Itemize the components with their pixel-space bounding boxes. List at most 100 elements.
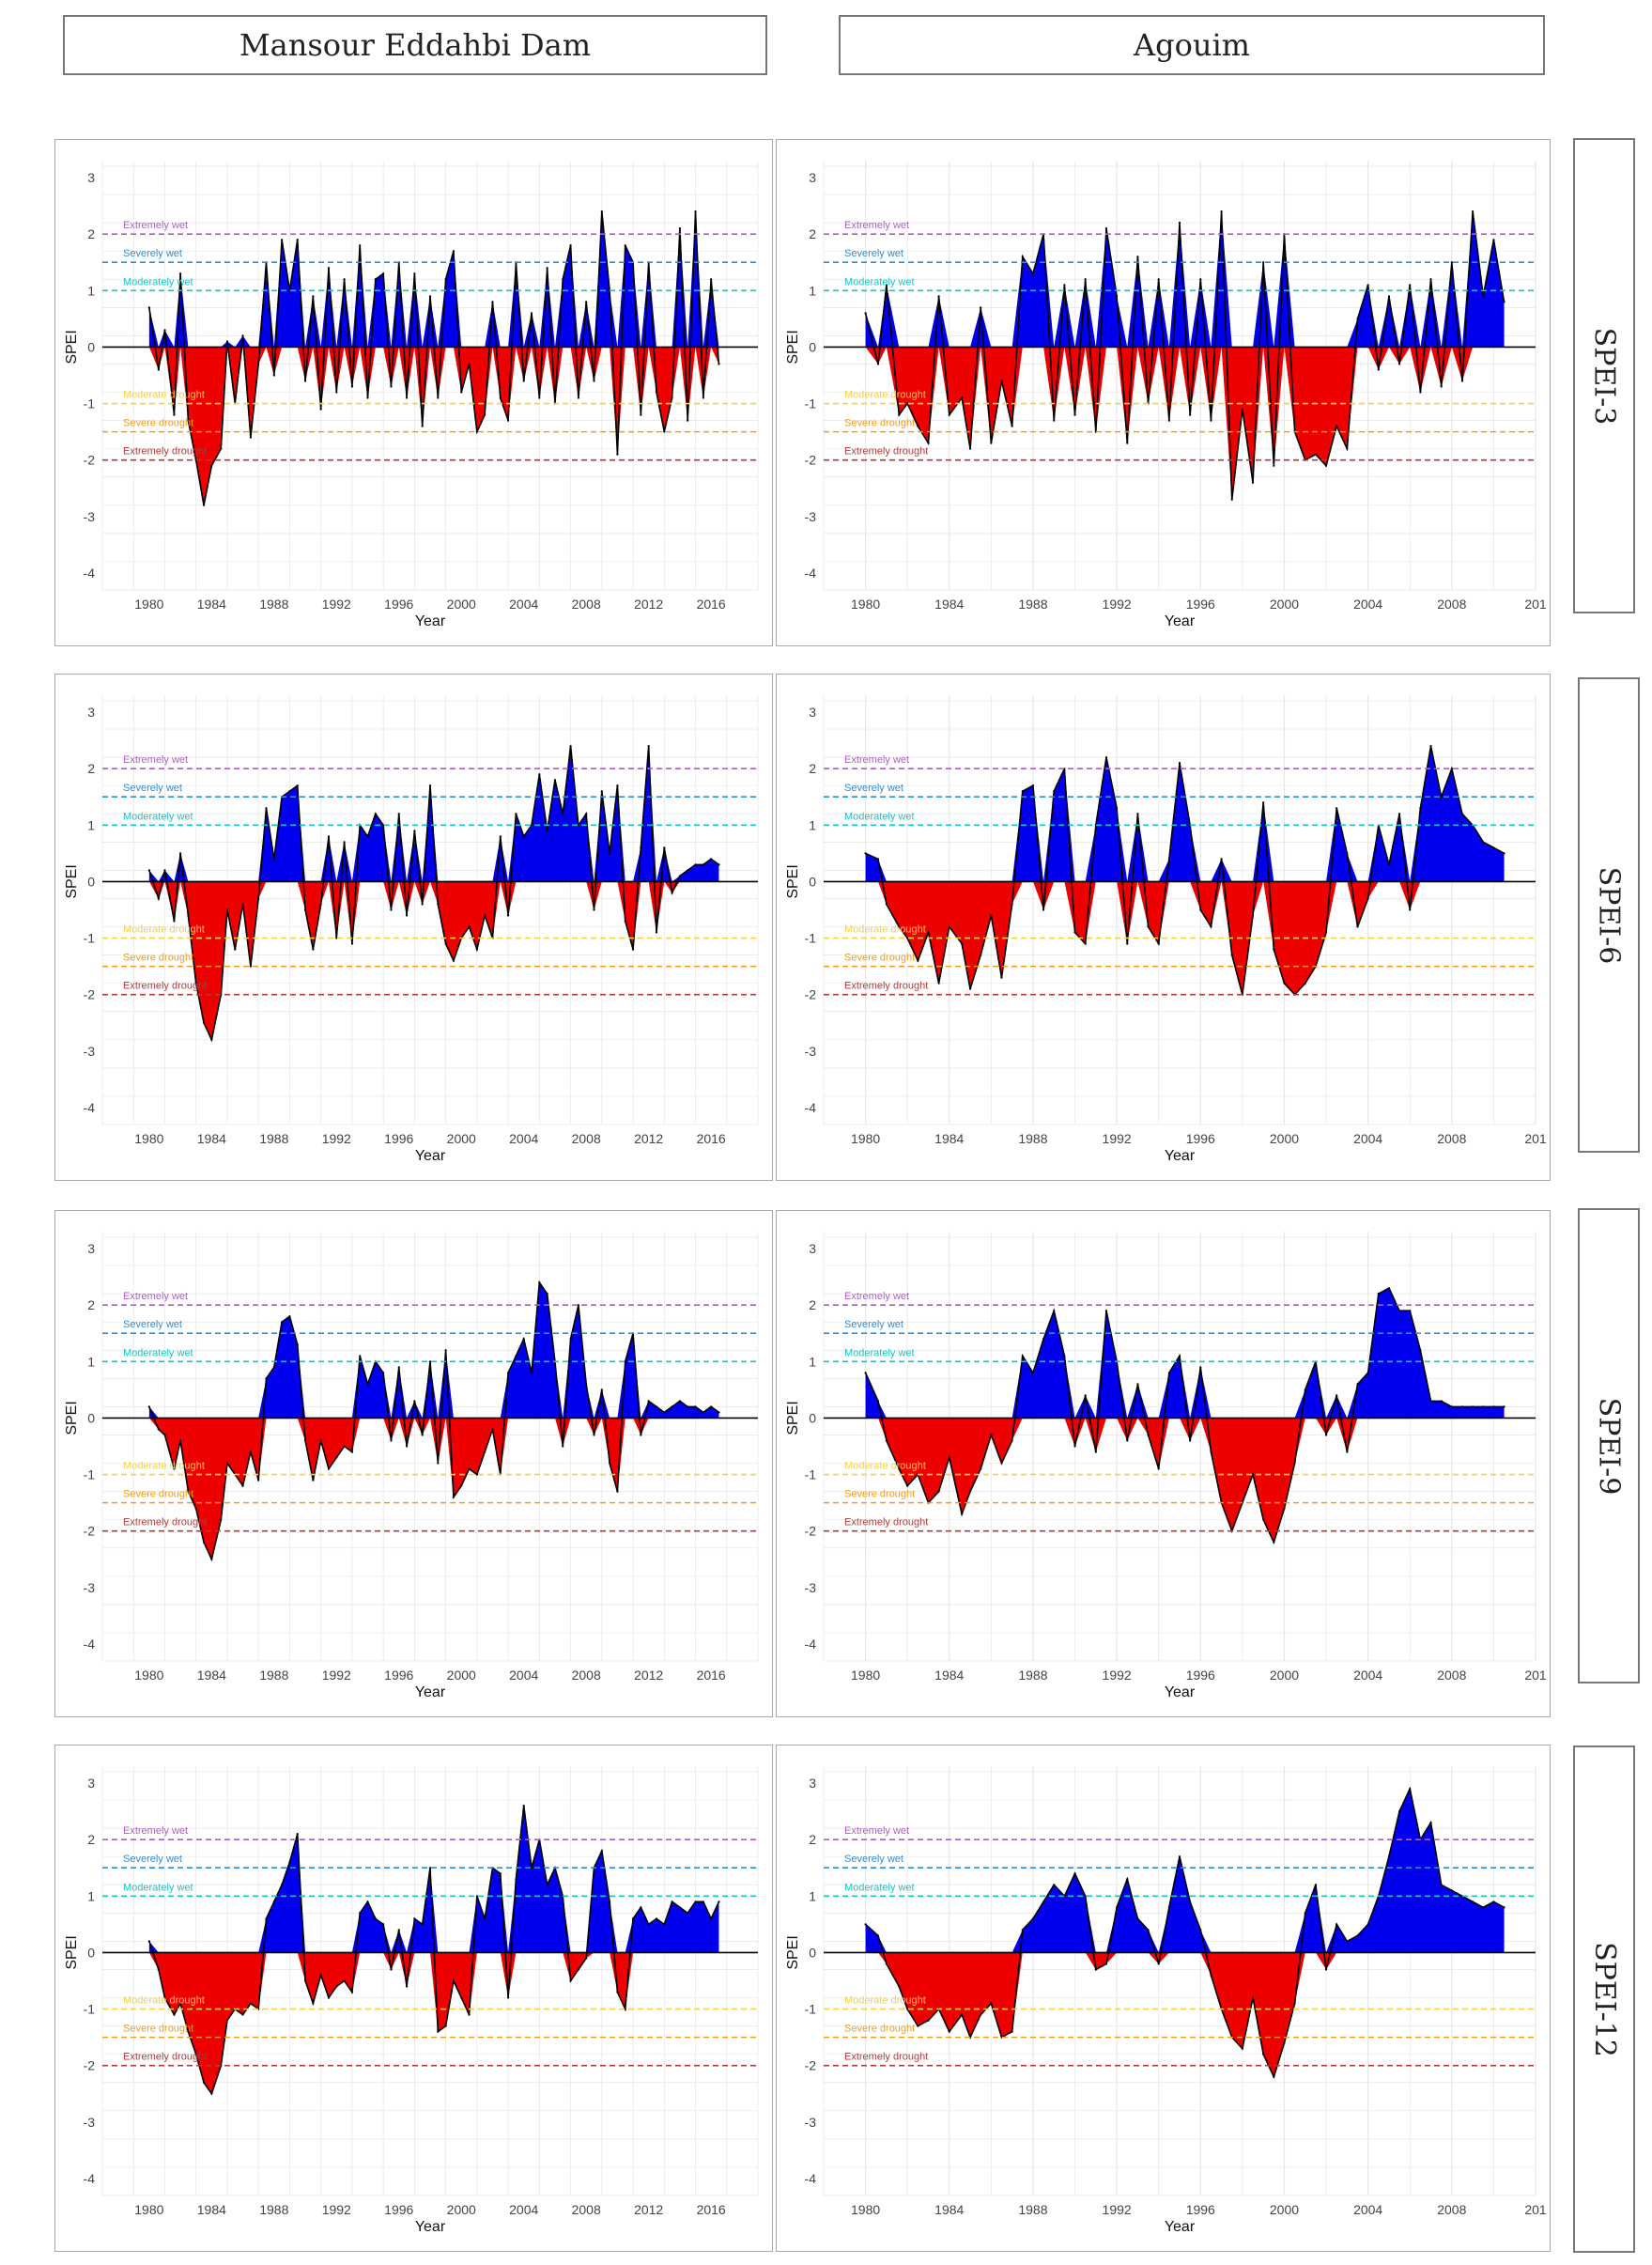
y-tick-label: 0 <box>809 874 816 889</box>
data-point <box>1073 931 1076 934</box>
data-point <box>1366 1372 1369 1374</box>
x-tick-label: 1988 <box>1018 1131 1047 1146</box>
data-point <box>593 908 595 911</box>
data-point <box>1409 1787 1412 1791</box>
data-point <box>173 1467 176 1470</box>
data-point <box>437 396 440 399</box>
y-tick-label: -1 <box>805 931 817 946</box>
data-point <box>1460 813 1464 815</box>
data-point <box>1377 1293 1380 1295</box>
data-point <box>327 267 331 270</box>
x-tick-label: 1980 <box>851 2202 880 2217</box>
data-point <box>187 2030 190 2033</box>
y-tick-label: -4 <box>805 566 817 581</box>
data-point <box>1304 1388 1306 1391</box>
data-point <box>1283 1507 1286 1510</box>
data-point <box>428 784 432 787</box>
data-point <box>687 869 689 872</box>
reference-label: Moderately wet <box>123 811 193 822</box>
data-point <box>609 1462 611 1465</box>
data-point <box>1419 1349 1422 1352</box>
x-tick-label: 2000 <box>1270 597 1299 612</box>
y-tick-label: -4 <box>805 1637 817 1652</box>
data-point <box>1273 1541 1275 1544</box>
y-tick-label: 0 <box>809 1945 816 1960</box>
data-point <box>475 1473 478 1476</box>
x-tick-label: 2012 <box>634 1131 663 1146</box>
data-point <box>178 2002 182 2005</box>
chart-svg-mansour-spei-12: 3 2 1 0 -1 -2 -3 -4 1980 1984 1988 1992 1996 2000 2004… <box>64 1766 759 2235</box>
data-point <box>194 2053 197 2056</box>
x-tick-label: 201 <box>1524 597 1547 612</box>
y-tick-label: 0 <box>87 874 95 889</box>
data-point <box>1293 2002 1296 2005</box>
x-tick-label: 2004 <box>1353 2202 1382 2217</box>
data-point <box>288 1315 291 1318</box>
data-point <box>460 1484 463 1487</box>
data-point <box>350 1991 354 1994</box>
x-tick-label: 1984 <box>934 1131 964 1146</box>
data-point <box>1293 1462 1296 1465</box>
data-point <box>702 863 704 866</box>
data-point <box>655 931 658 934</box>
data-point <box>1251 481 1255 484</box>
data-point <box>1397 1810 1401 1813</box>
y-tick-label: 1 <box>809 283 816 298</box>
x-tick-label: 1984 <box>197 2202 226 2217</box>
reference-label: Extremely drought <box>844 1517 928 1528</box>
x-tick-label: 1996 <box>1186 597 1215 612</box>
reference-label: Moderate drought <box>123 1461 205 1472</box>
data-point <box>624 244 626 247</box>
data-point <box>1011 2030 1013 2033</box>
x-axis-title: Year <box>1165 2219 1196 2235</box>
data-point <box>187 419 190 422</box>
wet-area <box>148 211 719 348</box>
data-point <box>499 1872 502 1875</box>
data-point <box>1189 1439 1192 1442</box>
data-point <box>460 391 463 394</box>
y-tick-label: -3 <box>805 2115 817 2130</box>
data-point <box>538 396 541 399</box>
y-tick-label: -1 <box>84 396 96 411</box>
x-tick-label: 2016 <box>697 1668 726 1683</box>
x-tick-label: 1996 <box>384 597 413 612</box>
data-point <box>562 813 564 815</box>
data-point <box>937 295 940 298</box>
data-point <box>296 239 299 241</box>
data-point <box>1073 1872 1076 1875</box>
data-point <box>1053 790 1056 793</box>
data-point <box>249 436 252 439</box>
data-point <box>1230 498 1233 501</box>
y-axis-title: SPEI <box>785 1935 801 1969</box>
x-tick-label: 1980 <box>851 1131 880 1146</box>
data-point <box>272 1900 275 1903</box>
data-point <box>225 1462 229 1465</box>
x-tick-label: 201 <box>1524 1131 1547 1146</box>
data-point <box>609 852 611 855</box>
data-point <box>1356 925 1359 928</box>
chart-svg-agouim-spei-3: 3 2 1 0 -1 -2 -3 -4 1980 1984 1988 1992 1996 2000 2004… <box>785 161 1547 629</box>
data-point <box>366 1383 369 1386</box>
data-point <box>1000 380 1003 382</box>
reference-label: Severe drought <box>123 1489 193 1500</box>
data-point <box>718 1900 720 1903</box>
x-tick-label: 2008 <box>1437 2202 1466 2217</box>
data-point <box>1178 1355 1181 1357</box>
drought-area <box>148 1418 719 1559</box>
y-tick-label: -3 <box>84 2115 96 2130</box>
x-tick-label: 1988 <box>1018 1668 1047 1683</box>
reference-label: Extremely wet <box>844 1825 909 1837</box>
x-tick-label: 2008 <box>572 1668 601 1683</box>
y-tick-label: 2 <box>87 761 95 776</box>
data-point <box>647 1923 650 1926</box>
data-point <box>515 813 517 815</box>
data-point <box>616 1490 619 1493</box>
x-tick-label: 2004 <box>1353 597 1382 612</box>
data-point <box>272 858 275 861</box>
data-point <box>546 267 548 270</box>
data-point <box>499 835 502 838</box>
data-point <box>1472 1405 1474 1408</box>
data-point <box>1262 801 1265 804</box>
y-tick-label: 0 <box>87 1410 95 1425</box>
data-point <box>312 295 315 298</box>
